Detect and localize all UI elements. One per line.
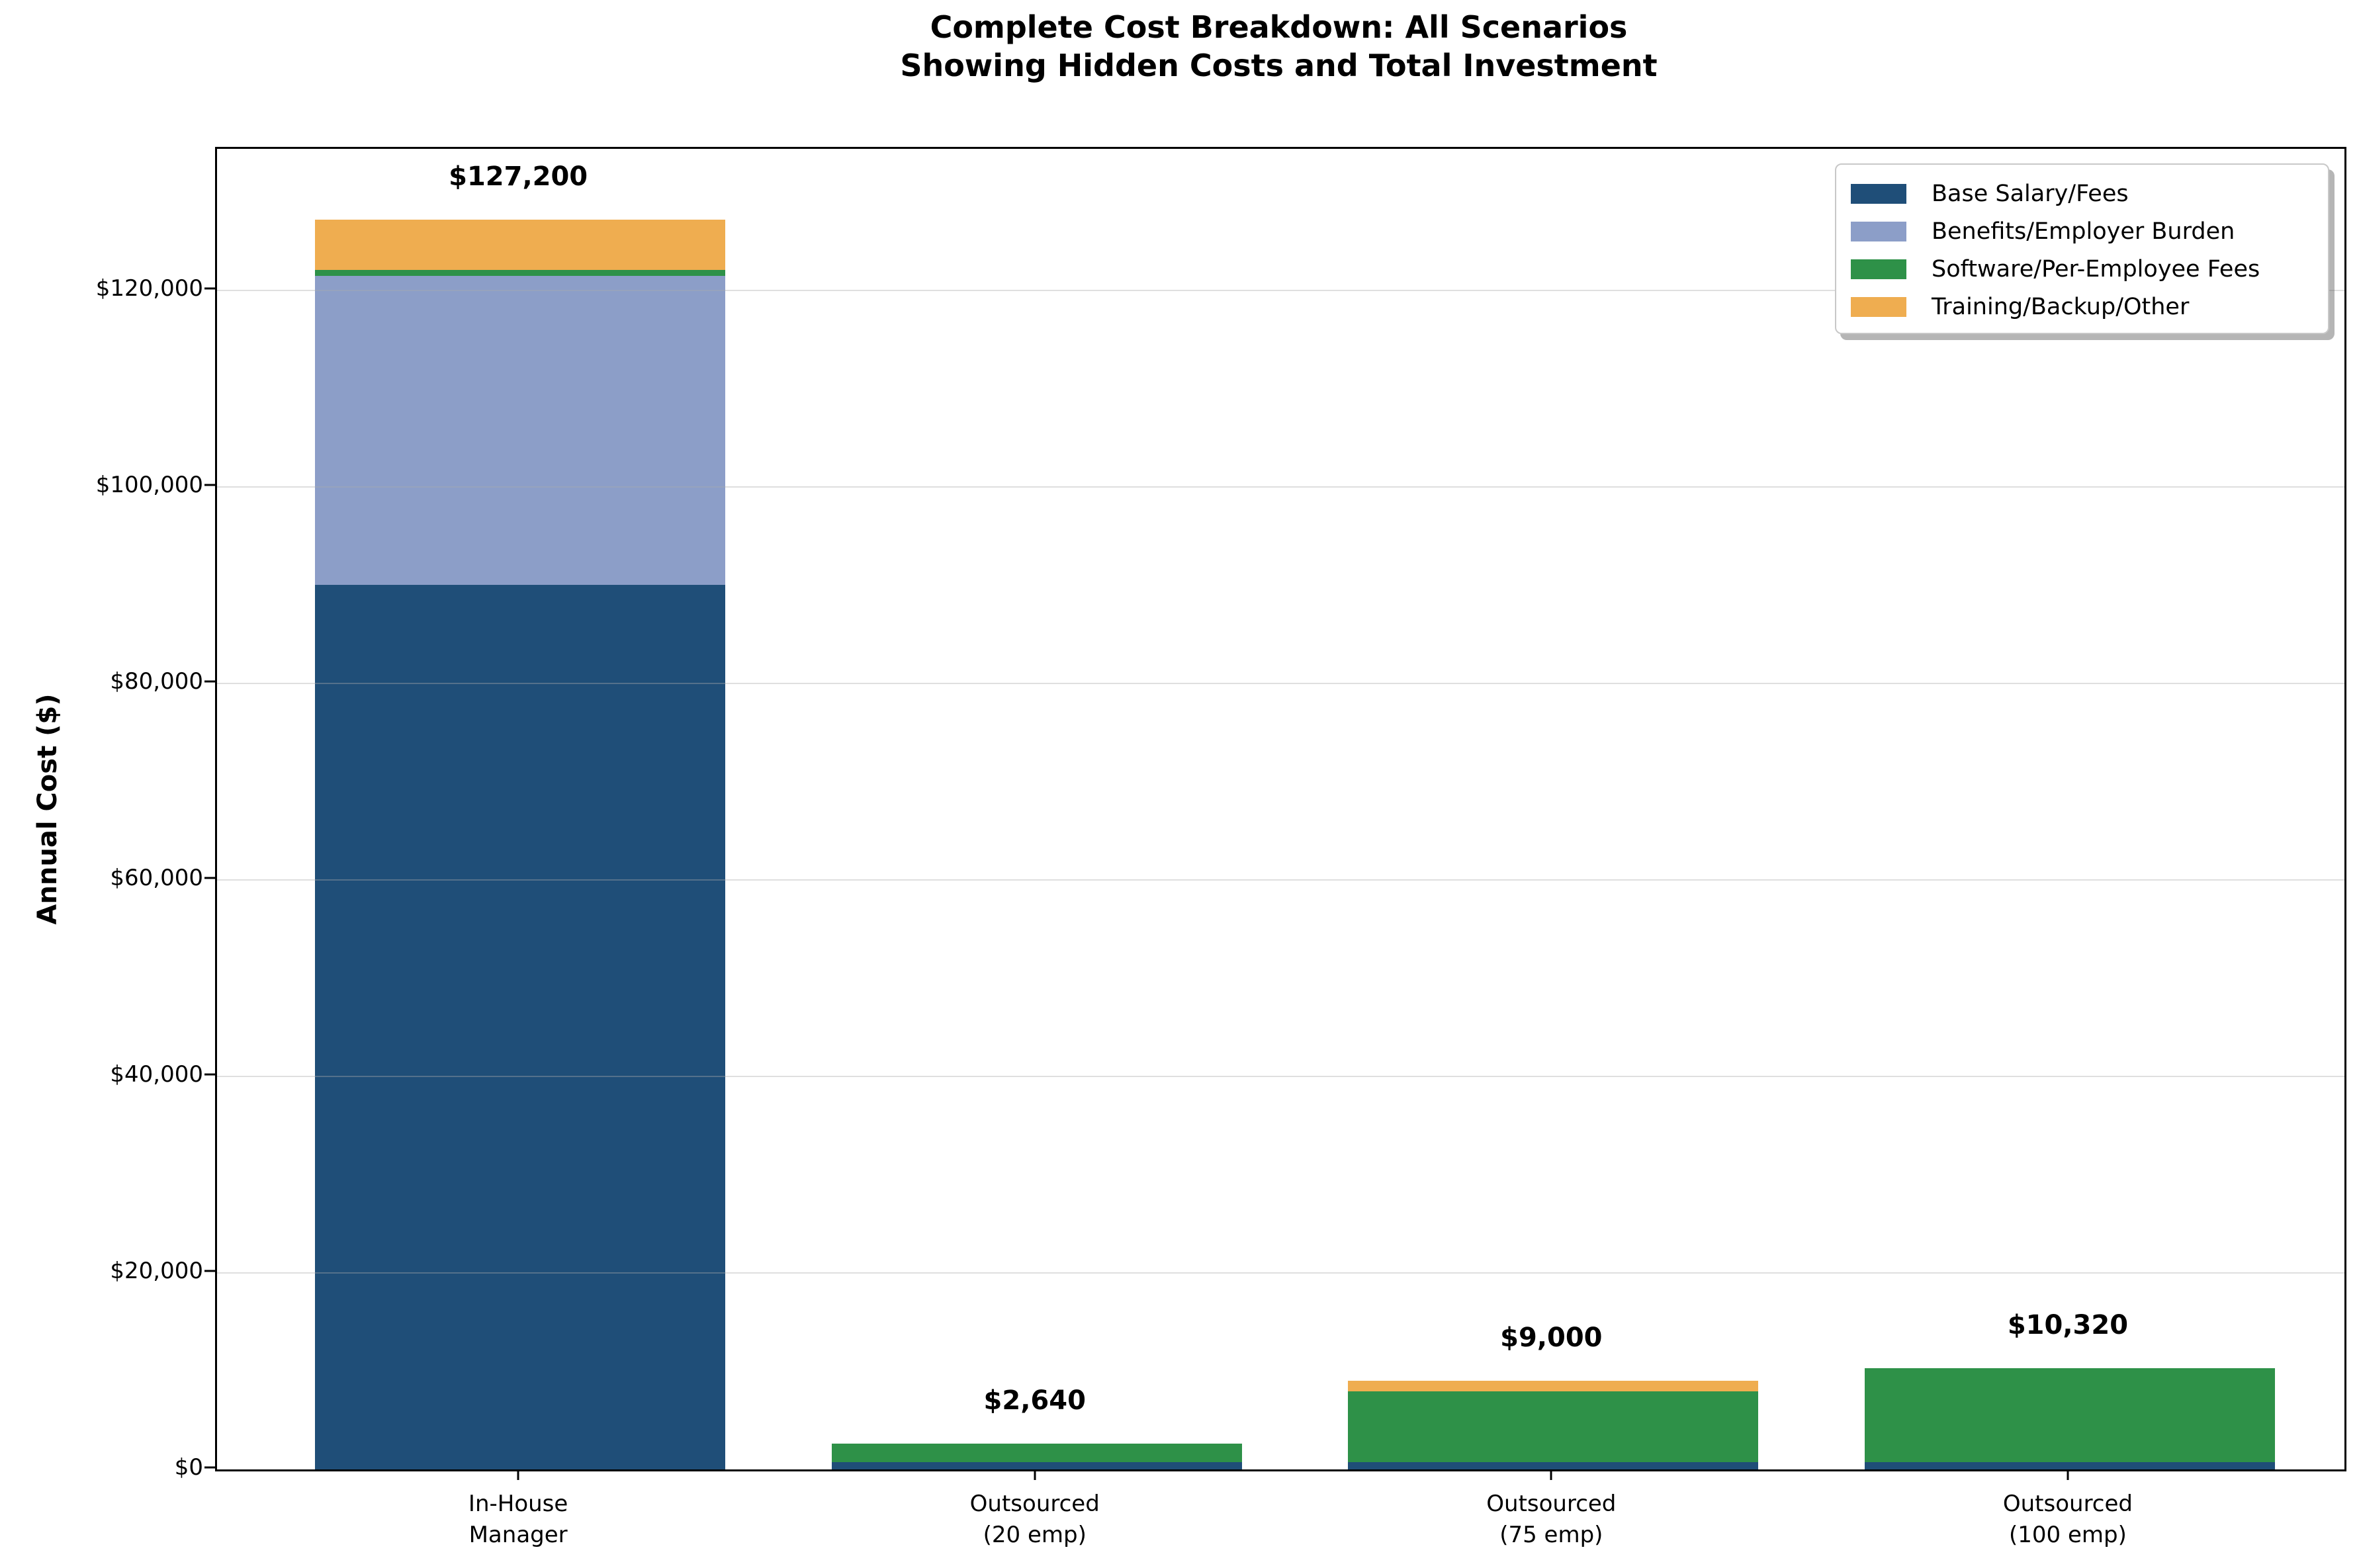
y-tick-label: $80,000 <box>110 668 203 695</box>
legend-label: Training/Backup/Other <box>1932 293 2190 320</box>
legend-label: Base Salary/Fees <box>1932 180 2129 207</box>
x-tick-mark <box>1550 1469 1552 1480</box>
bar-segment-software-per-employee-fees <box>831 1443 1242 1463</box>
legend-swatch-icon <box>1851 221 1906 241</box>
chart-title-line1: Complete Cost Breakdown: All Scenarios <box>930 9 1628 45</box>
plot-area <box>215 147 2346 1471</box>
x-tick-label: Outsourced (100 emp) <box>2003 1489 2133 1551</box>
bar-segment-software-per-employee-fees <box>1348 1391 1759 1463</box>
x-tick-label: Outsourced (20 emp) <box>970 1489 1100 1551</box>
legend-label: Benefits/Employer Burden <box>1932 218 2235 245</box>
y-tick-mark <box>204 484 215 486</box>
legend-row: Base Salary/Fees <box>1851 175 2315 212</box>
bar-total-label: $2,640 <box>983 1385 1086 1416</box>
chart-title-line2: Showing Hidden Costs and Total Investmen… <box>900 48 1658 83</box>
gridline <box>217 682 2344 684</box>
bar-total-label: $127,200 <box>449 161 588 192</box>
legend-row: Training/Backup/Other <box>1851 288 2315 326</box>
x-tick-label-line: Outsourced <box>969 1491 1100 1517</box>
legend-row: Benefits/Employer Burden <box>1851 212 2315 250</box>
y-tick-mark <box>204 1270 215 1272</box>
y-tick-label: $0 <box>174 1454 203 1481</box>
legend-swatch-icon <box>1851 183 1906 204</box>
bar-segment-base-salary-fees <box>1348 1462 1759 1469</box>
gridline <box>217 289 2344 291</box>
legend-row: Software/Per-Employee Fees <box>1851 250 2315 288</box>
legend-label: Software/Per-Employee Fees <box>1932 255 2260 283</box>
legend-swatch-icon <box>1851 259 1906 279</box>
y-tick-label: $100,000 <box>95 471 203 498</box>
x-tick-label-line: (20 emp) <box>983 1522 1087 1548</box>
bar-segment-benefits-employer-burden <box>315 275 726 586</box>
bar-segment-training-backup-other <box>315 219 726 270</box>
bar-segment-software-per-employee-fees <box>1864 1368 2275 1463</box>
legend: Base Salary/Fees Benefits/Employer Burden… <box>1835 163 2329 334</box>
x-tick-mark <box>1034 1469 1036 1480</box>
bar-segment-training-backup-other <box>1348 1381 1759 1392</box>
y-tick-label: $20,000 <box>110 1257 203 1284</box>
gridline <box>217 1272 2344 1274</box>
y-tick-mark <box>204 680 215 683</box>
bar-segment-base-salary-fees <box>315 585 726 1469</box>
x-tick-mark <box>517 1469 519 1480</box>
y-tick-mark <box>204 877 215 879</box>
x-tick-label-line: (100 emp) <box>2009 1522 2127 1548</box>
y-tick-mark <box>204 1073 215 1076</box>
x-tick-label-line: Manager <box>468 1522 568 1548</box>
x-tick-label: In-House Manager <box>468 1489 568 1551</box>
gridline <box>217 879 2344 881</box>
bar-segment-base-salary-fees <box>1864 1462 2275 1469</box>
x-tick-label-line: Outsourced <box>1486 1491 1617 1517</box>
bar-total-label: $10,320 <box>2007 1309 2129 1340</box>
chart-title: Complete Cost Breakdown: All Scenarios S… <box>215 8 2342 85</box>
bar-segment-software-per-employee-fees <box>315 269 726 276</box>
y-tick-mark <box>204 1466 215 1469</box>
x-tick-mark <box>2067 1469 2069 1480</box>
bar-segment-base-salary-fees <box>831 1462 1242 1469</box>
y-tick-mark <box>204 287 215 290</box>
y-tick-label: $60,000 <box>110 864 203 891</box>
gridline <box>217 1075 2344 1077</box>
x-tick-label-line: In-House <box>468 1491 568 1517</box>
x-tick-label-line: (75 emp) <box>1499 1522 1603 1548</box>
x-tick-label-line: Outsourced <box>2002 1491 2133 1517</box>
legend-swatch-icon <box>1851 296 1906 317</box>
bar-total-label: $9,000 <box>1500 1323 1603 1354</box>
y-tick-label: $40,000 <box>110 1061 203 1088</box>
y-tick-label: $120,000 <box>95 275 203 302</box>
y-axis-title: Annual Cost ($) <box>32 693 63 925</box>
x-tick-label: Outsourced (75 emp) <box>1486 1489 1616 1551</box>
gridline <box>217 486 2344 488</box>
